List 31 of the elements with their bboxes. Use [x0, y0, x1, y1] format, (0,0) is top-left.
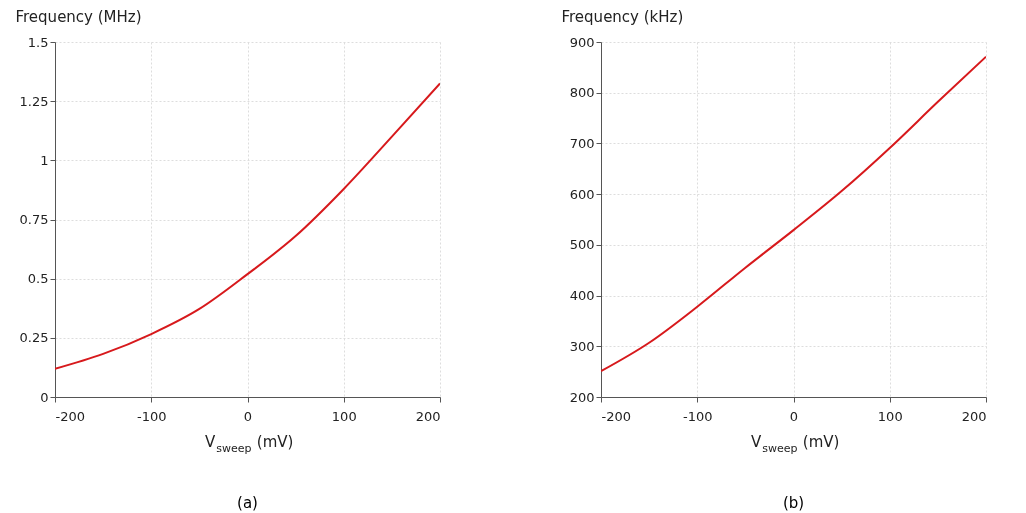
y-tick-label: 400	[569, 288, 595, 304]
x-tick-label: -200	[55, 408, 86, 424]
y-tick-label: 0.5	[27, 271, 49, 287]
y-tick-label: 300	[569, 338, 595, 354]
y-tick-label: 800	[569, 85, 595, 101]
y-tick-label: 900	[569, 34, 595, 50]
y-tick-label: 1.5	[27, 34, 49, 50]
y-tick-label: 0.75	[19, 212, 49, 227]
x-tick-label: 0	[243, 408, 253, 424]
text: (b)	[782, 494, 805, 512]
text: (a)	[237, 494, 258, 512]
x-tick-label: -200	[601, 408, 632, 424]
x-tick-label: 0	[789, 408, 799, 424]
line-series	[55, 82, 440, 370]
y-tick-label: 500	[569, 237, 595, 253]
y-tick-label: 0.25	[19, 330, 49, 346]
x-tick-label: 100	[877, 408, 903, 424]
line-series	[601, 55, 986, 373]
y-tick-label: 600	[569, 186, 595, 202]
y-tick-label: 1.25	[19, 93, 49, 109]
y-tick-label: 0	[40, 389, 49, 405]
x-tick-label: 200	[415, 408, 441, 424]
x-tick-label: 100	[331, 408, 357, 424]
y-axis-title: Frequency (MHz)	[15, 7, 142, 26]
x-tick-label: -100	[136, 408, 167, 424]
x-tick-label: -100	[682, 408, 713, 424]
y-tick-label: 200	[569, 389, 595, 405]
x-tick-label: 200	[961, 408, 987, 424]
y-axis-title: Frequency (kHz)	[561, 7, 684, 26]
y-tick-label: 1	[40, 152, 49, 168]
y-tick-label: 700	[569, 135, 595, 151]
